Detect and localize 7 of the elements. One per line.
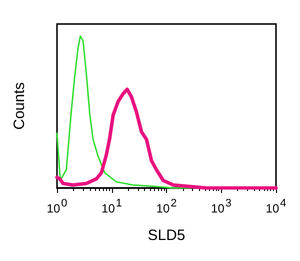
x-tick-label: 100 [46,198,68,216]
x-tick-label: 102 [156,198,177,216]
x-axis-title: SLD5 [148,227,186,244]
x-tick-label: 104 [266,198,286,216]
y-axis-title: Counts [11,82,28,130]
x-tick-label: 101 [102,198,122,216]
x-tick-label: 103 [211,198,232,216]
